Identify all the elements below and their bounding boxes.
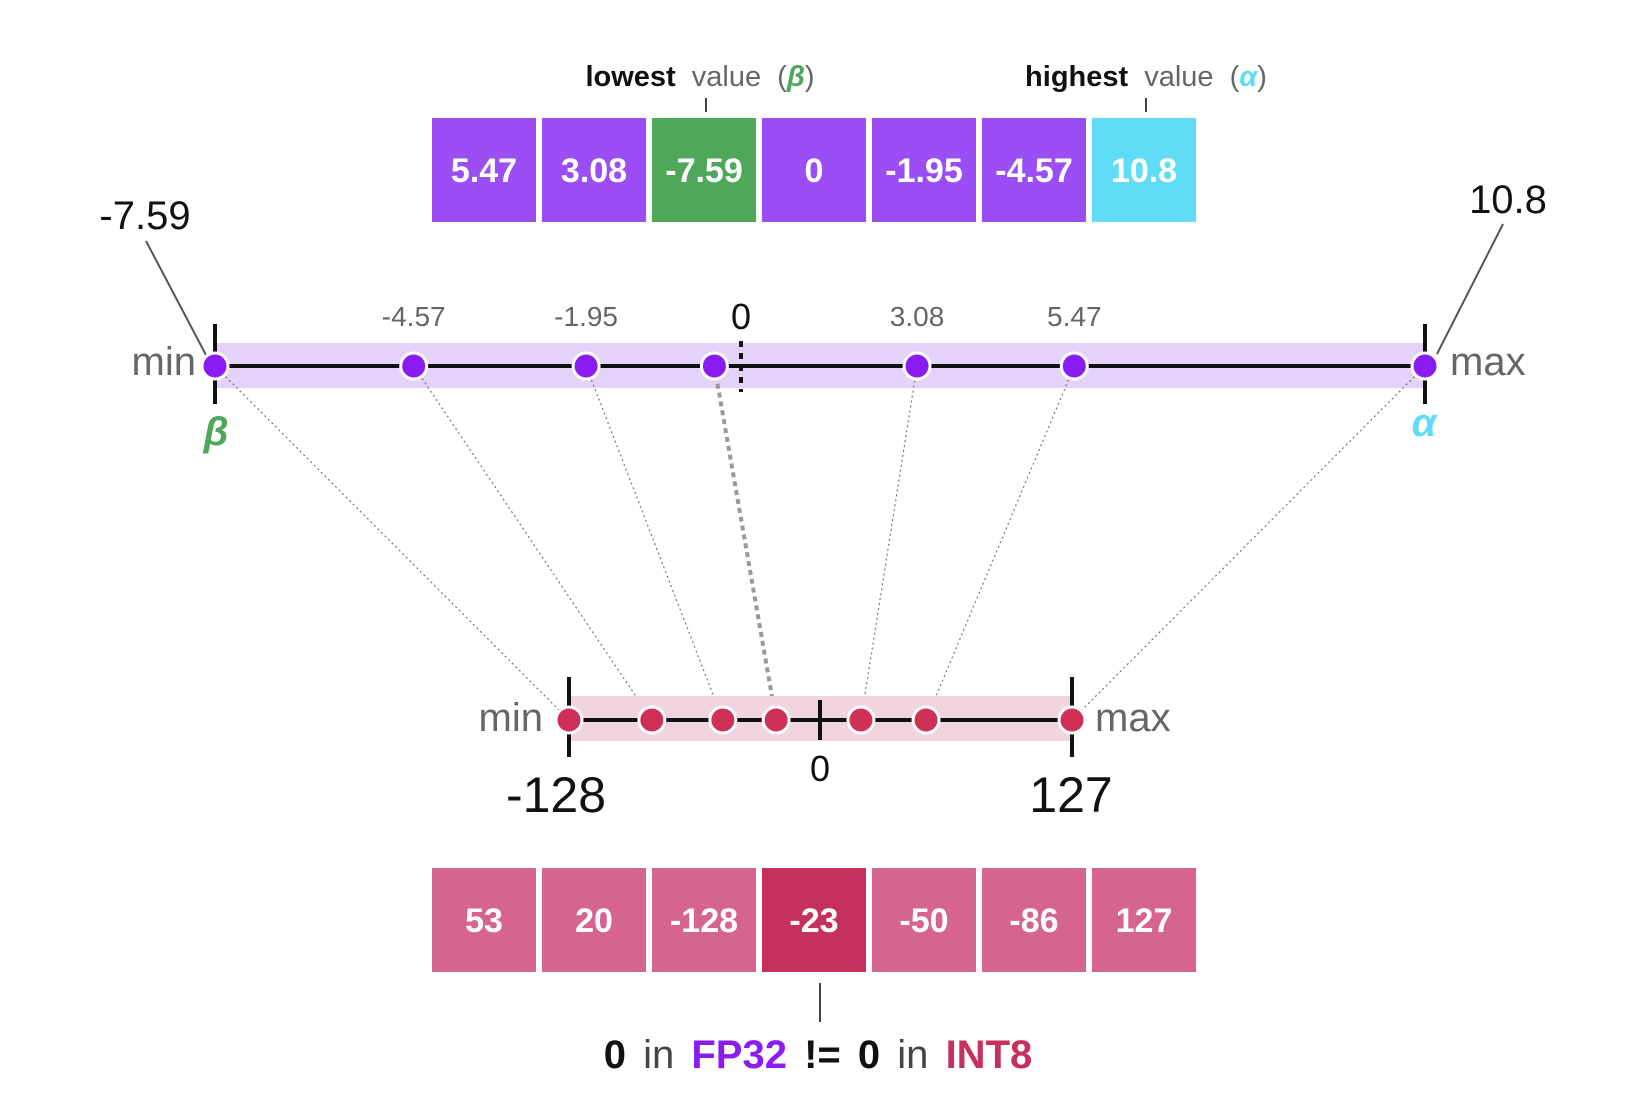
header-labels: lowest value (β) highest value (α) <box>585 61 1267 112</box>
fp32-cell <box>762 118 866 222</box>
int8-number-line: min max -128 127 0 <box>479 677 1171 823</box>
int8-cell-value: -23 <box>789 902 838 940</box>
fp32-point <box>902 351 932 381</box>
int8-cell <box>982 868 1086 972</box>
int8-point <box>761 705 791 735</box>
int8-point <box>708 705 738 735</box>
fp32-cell <box>542 118 646 222</box>
int8-point <box>1057 705 1087 735</box>
fp32-cell <box>652 118 756 222</box>
fp32-max-callout: 10.8 <box>1469 178 1547 222</box>
mapping-line <box>413 365 653 721</box>
int8-cell <box>652 868 756 972</box>
int8-cell <box>432 868 536 972</box>
fp32-point-label: -1.95 <box>554 301 618 332</box>
fp32-min-label: min <box>132 340 196 384</box>
fp32-cell <box>432 118 536 222</box>
fp32-max-callout-leader <box>1436 223 1504 355</box>
int8-cell-value: -50 <box>899 902 948 940</box>
caption: 0 in FP32 != 0 in INT8 <box>604 1033 1033 1077</box>
fp32-value-row: 5.47 3.08 -7.59 0 -1.95 -4.57 10.8 <box>432 118 1196 222</box>
fp32-min-callout: -7.59 <box>99 194 190 238</box>
fp32-point-label: 5.47 <box>1047 301 1102 332</box>
fp32-min-callout-leader <box>145 240 207 356</box>
beta-symbol: β <box>203 410 229 454</box>
int8-value-row: 53 20 -128 -23 -50 -86 127 <box>432 868 1196 972</box>
int8-min-label: min <box>479 696 543 740</box>
fp32-cell <box>1092 118 1196 222</box>
fp32-point <box>1059 351 1089 381</box>
int8-cell-value: 53 <box>465 902 503 940</box>
int8-cell-value: -86 <box>1009 902 1058 940</box>
mapping-line <box>925 365 1075 721</box>
int8-max-label: max <box>1095 696 1171 740</box>
int8-cell <box>762 868 866 972</box>
fp32-point <box>699 351 729 381</box>
fp32-cell-value: 0 <box>805 152 824 190</box>
fp32-point-label: 3.08 <box>890 301 945 332</box>
mapping-line <box>860 365 918 721</box>
fp32-cell-value: 10.8 <box>1111 152 1177 190</box>
fp32-cell-value: -4.57 <box>995 152 1073 190</box>
highest-value-label: highest value (α) <box>1025 61 1267 93</box>
lowest-value-label: lowest value (β) <box>585 61 814 93</box>
int8-cell-value: 127 <box>1116 902 1173 940</box>
int8-point <box>846 705 876 735</box>
fp32-cell-value: 3.08 <box>561 152 627 190</box>
fp32-point-label: -4.57 <box>382 301 446 332</box>
fp32-cell-value: -7.59 <box>665 152 743 190</box>
fp32-point <box>399 351 429 381</box>
fp32-point <box>1410 351 1440 381</box>
int8-zero-label: 0 <box>810 748 830 789</box>
fp32-cell-value: 5.47 <box>451 152 517 190</box>
int8-cell <box>542 868 646 972</box>
int8-cell <box>872 868 976 972</box>
int8-cell <box>1092 868 1196 972</box>
fp32-points: -4.57 -1.95 3.08 5.47 <box>200 301 1440 381</box>
alpha-symbol: α <box>1412 401 1439 445</box>
fp32-max-label: max <box>1450 340 1526 384</box>
mapping-line <box>585 365 724 721</box>
fp32-cell <box>872 118 976 222</box>
mapping-line <box>1071 365 1426 721</box>
mapping-line <box>214 365 570 721</box>
int8-max-tick-label: 127 <box>1029 767 1112 823</box>
int8-point <box>637 705 667 735</box>
fp32-point <box>200 351 230 381</box>
int8-point <box>911 705 941 735</box>
mapping-line <box>712 365 779 721</box>
int8-point <box>554 705 584 735</box>
int8-cell-value: -128 <box>670 902 738 940</box>
fp32-cell-value: -1.95 <box>885 152 963 190</box>
int8-cell-value: 20 <box>575 902 613 940</box>
mapping-lines <box>214 365 1426 721</box>
int8-min-tick-label: -128 <box>506 767 606 823</box>
fp32-zero-label: 0 <box>731 296 751 337</box>
fp32-cell <box>982 118 1086 222</box>
fp32-point <box>571 351 601 381</box>
int8-points <box>554 705 1087 735</box>
